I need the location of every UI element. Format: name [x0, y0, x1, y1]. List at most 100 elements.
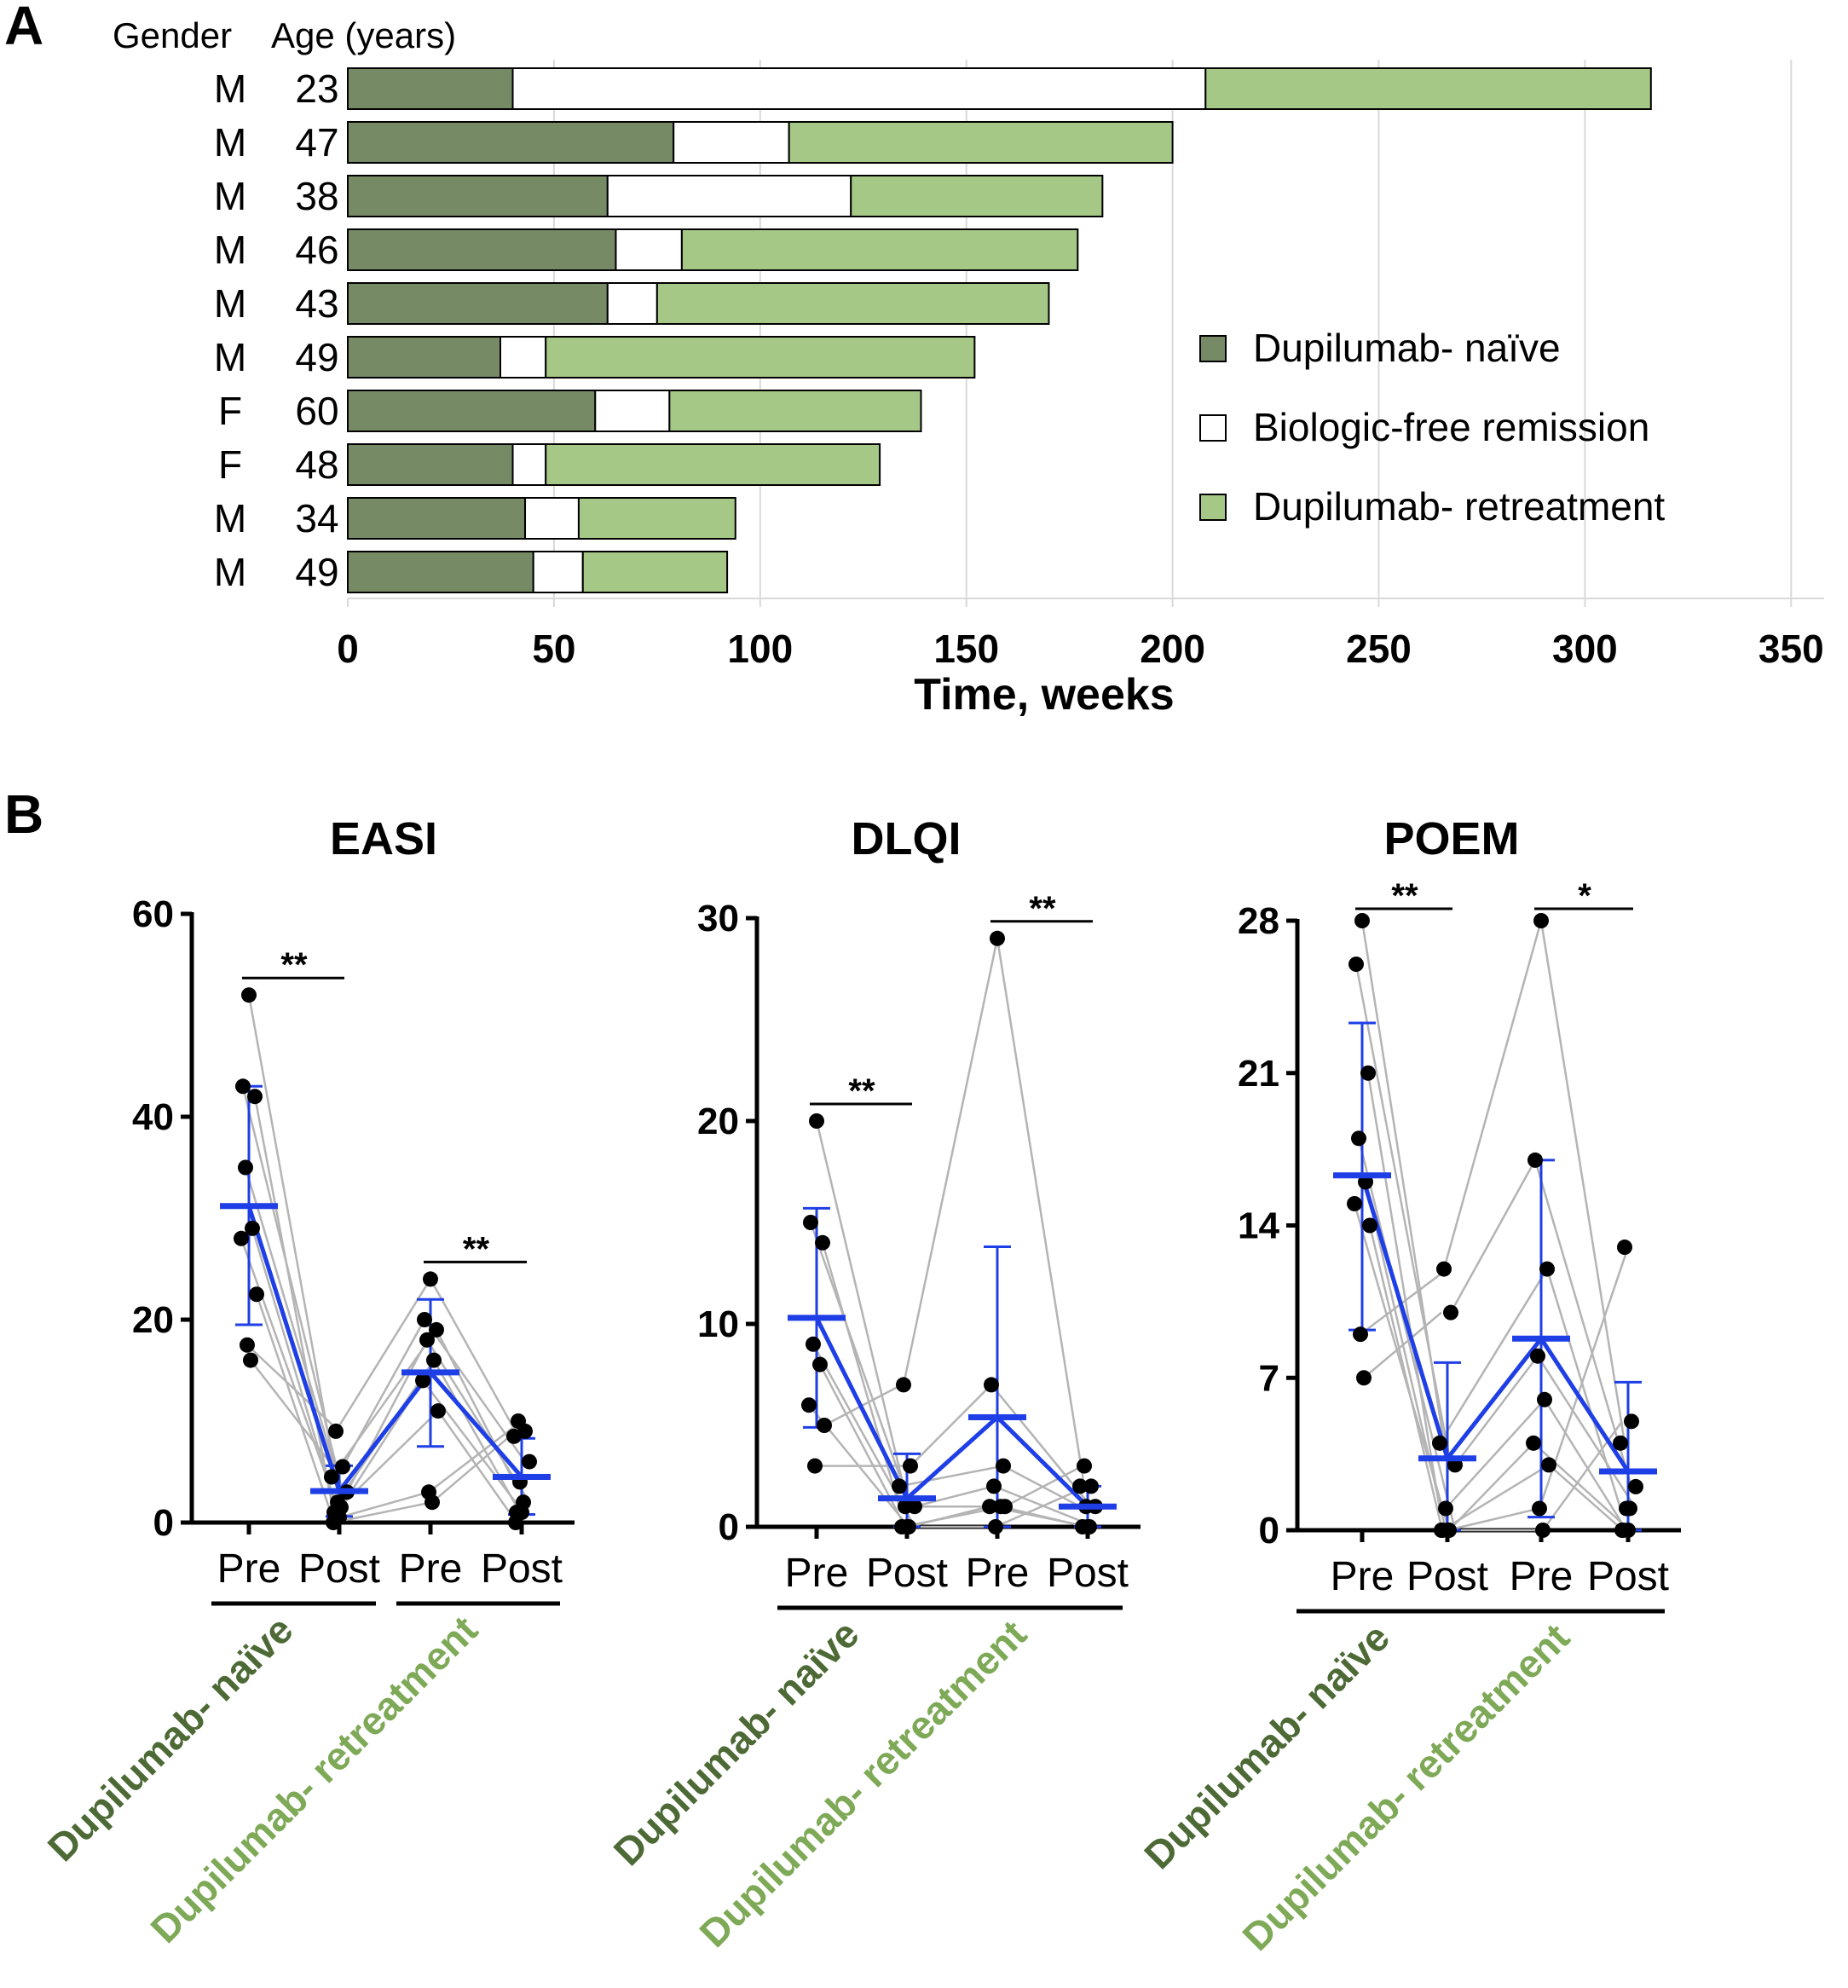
data-point — [801, 1397, 817, 1413]
data-point — [1438, 1500, 1453, 1517]
age-value: 38 — [295, 174, 338, 218]
mean-trend-line — [1446, 1337, 1543, 1460]
connector-line — [996, 938, 1086, 1487]
age-value: 48 — [295, 442, 338, 487]
connector-line — [338, 1491, 430, 1519]
gender-value: M — [214, 281, 246, 326]
y-tick-label: 0 — [719, 1506, 739, 1548]
connector-line — [823, 1384, 903, 1427]
data-point — [803, 1215, 818, 1230]
data-point — [417, 1312, 432, 1327]
data-point — [245, 1220, 260, 1236]
data-point — [903, 1458, 918, 1474]
data-point — [335, 1459, 350, 1475]
panel-title: DLQI — [852, 813, 962, 864]
data-point — [326, 1515, 341, 1530]
bar-segment-naive — [347, 228, 617, 271]
connector-line — [1442, 920, 1543, 1269]
group-label-retreatment: Dupilumab- retreatment — [690, 1611, 1035, 1956]
data-point — [1348, 956, 1364, 973]
data-point — [1360, 1065, 1376, 1081]
data-point — [1530, 1348, 1545, 1364]
data-point — [1351, 1130, 1366, 1147]
connector-line — [910, 1384, 992, 1467]
mean-trend-line — [429, 1371, 523, 1479]
data-point — [997, 1499, 1013, 1515]
y-tick-label: 14 — [1238, 1205, 1279, 1247]
data-point — [896, 1377, 911, 1393]
x-category-label: Post — [1406, 1554, 1488, 1599]
data-point — [1539, 1261, 1555, 1277]
data-point — [899, 1519, 915, 1534]
data-point — [1617, 1240, 1632, 1256]
connector-line — [1447, 1507, 1540, 1532]
gender-value: M — [214, 335, 246, 379]
mean-trend-line — [338, 1371, 432, 1493]
mean-trend-line — [246, 1205, 342, 1492]
x-tick-label: 50 — [532, 627, 575, 671]
connector-line — [428, 1420, 523, 1494]
bar-segment-retreatment — [655, 282, 1050, 325]
bar-segment-retreatment — [545, 336, 976, 379]
data-point — [429, 1321, 444, 1338]
x-category-label: Post — [1587, 1554, 1669, 1599]
data-point — [1624, 1413, 1639, 1430]
bar-segment-remission — [511, 67, 1207, 110]
connector-line — [1353, 1203, 1451, 1531]
connector-line — [1366, 1072, 1441, 1509]
x-category-label: Pre — [1331, 1554, 1395, 1599]
connector-line — [1543, 1399, 1628, 1531]
connector-line — [1360, 1268, 1448, 1336]
age-value: 43 — [295, 281, 338, 326]
bar-segment-remission — [594, 390, 671, 432]
mean-trend-line — [814, 1316, 910, 1500]
x-category-label: Pre — [217, 1546, 281, 1592]
mean-trend-line — [905, 1415, 999, 1500]
x-category-label: Post — [866, 1551, 948, 1596]
bar-segment-naive — [347, 67, 514, 110]
connector-line — [914, 1485, 995, 1508]
data-point — [415, 1373, 430, 1389]
data-point — [247, 1089, 263, 1105]
connector-line — [1449, 1159, 1537, 1314]
connector-line — [429, 1278, 520, 1437]
x-tick-label: 150 — [933, 627, 999, 671]
x-tick-label: 300 — [1552, 627, 1618, 671]
legend-label-retreatment: Dupilumab- retreatment — [1253, 484, 1665, 529]
panel-b-letter: B — [4, 783, 43, 845]
data-point — [986, 1478, 1002, 1494]
gender-value: M — [214, 228, 246, 272]
data-point — [1362, 1217, 1377, 1234]
connector-line — [246, 1344, 340, 1432]
bar-segment-remission — [532, 551, 584, 593]
y-tick-label: 20 — [697, 1101, 739, 1142]
significance-label: ** — [280, 946, 308, 984]
data-point — [996, 1458, 1011, 1474]
mean-trend-line — [996, 1415, 1089, 1508]
bar-segment-retreatment — [668, 390, 922, 432]
age-value: 34 — [295, 496, 338, 540]
data-point — [324, 1469, 339, 1485]
data-point — [1527, 1152, 1543, 1168]
gender-value: M — [214, 120, 246, 165]
age-value: 46 — [295, 228, 338, 272]
bar-segment-remission — [673, 121, 790, 164]
connector-line — [1438, 1268, 1549, 1444]
connector-line — [241, 1086, 344, 1493]
panel-title: EASI — [330, 813, 437, 864]
legend-swatch-naive — [1199, 335, 1227, 362]
connector-line — [431, 1430, 517, 1504]
bar-segment-remission — [615, 228, 683, 271]
y-tick-label: 60 — [132, 893, 174, 935]
data-point — [423, 1271, 438, 1287]
connector-line — [1363, 1311, 1442, 1379]
data-point — [522, 1453, 537, 1470]
x-tick-label: 0 — [337, 627, 359, 671]
connector-line — [809, 1222, 912, 1507]
data-point — [1614, 1523, 1630, 1538]
data-point — [807, 1458, 823, 1474]
data-point — [1537, 1391, 1552, 1407]
y-tick-label: 30 — [697, 898, 739, 939]
bar-segment-remission — [511, 443, 547, 486]
data-point — [1541, 1457, 1556, 1473]
